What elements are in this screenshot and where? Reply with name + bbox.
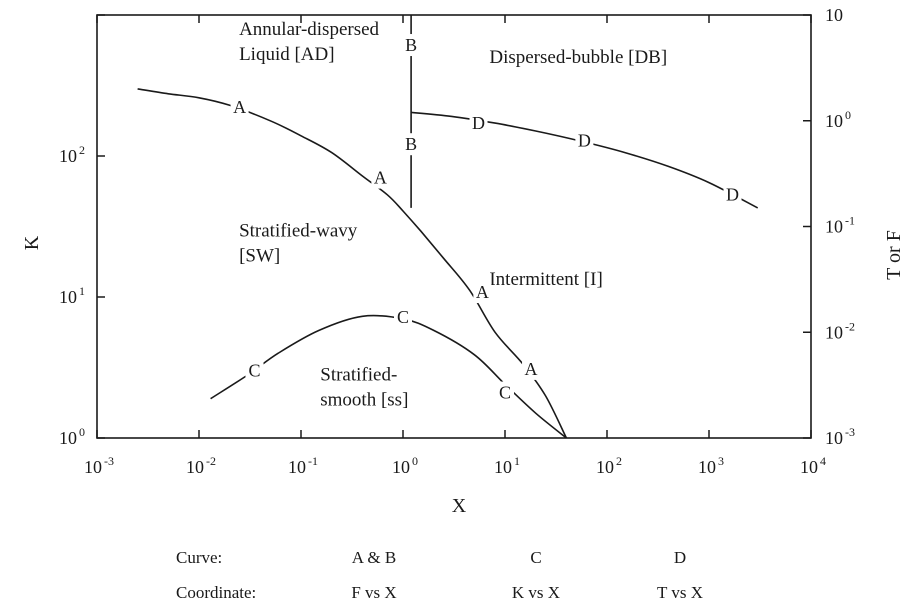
y-tick-label-right: 10 -2	[825, 319, 855, 342]
x-tick-label: 10 2	[596, 454, 622, 477]
tick-labels: 10 -3 10 -2 10 -1 10 0 10 1 10 2 10 3 10 4 10 0 10 1 10 2 10 -3…	[59, 5, 855, 477]
region-label: [SW]	[239, 246, 280, 267]
curve-label-c: C	[499, 383, 511, 403]
curve-label-c: C	[397, 307, 409, 327]
legend-row1-label: Curve:	[176, 548, 222, 567]
curve-label-b: B	[405, 35, 417, 55]
y-tick-label-left: 10 1	[59, 284, 85, 307]
curve-label-bg	[575, 129, 594, 152]
x-tick-label: 10 3	[698, 454, 724, 477]
legend-row2-label: Coordinate:	[176, 583, 256, 602]
curve-label-bg	[230, 95, 249, 118]
curve-label-bg	[469, 112, 488, 135]
curve-label-bg	[473, 281, 492, 304]
y-axis-title-right: T or F	[883, 230, 905, 280]
curve-label-bg	[522, 357, 541, 380]
y-tick-label-right: 10 -3	[825, 425, 855, 448]
curve-label-bg	[496, 381, 514, 404]
curve-label-c: C	[248, 361, 260, 381]
curve-label-a: A	[476, 282, 489, 302]
x-tick-label: 10 4	[800, 454, 826, 477]
x-axis-title: X	[452, 495, 467, 517]
curve-label-a: A	[374, 168, 387, 188]
region-labels: Annular-dispersed Liquid [AD] Dispersed-bu…	[239, 19, 667, 411]
curve-d	[411, 111, 759, 209]
curve-label-bg	[371, 166, 390, 189]
y-tick-label-right: 10 0	[825, 108, 851, 131]
legend-table: Curve: A & B C D Coordinate: F vs X K vs…	[176, 548, 703, 602]
region-label: Liquid [AD]	[239, 44, 335, 65]
curve-a	[137, 88, 568, 439]
region-label: Dispersed-bubble [DB]	[489, 47, 667, 68]
x-tick-label: 10 1	[494, 454, 520, 477]
legend-row1-col2: C	[530, 548, 541, 567]
y-tick-label-right: 10 -1	[825, 214, 855, 237]
region-label: Stratified-	[320, 364, 397, 385]
y-axis-title-left: K	[21, 235, 43, 250]
legend-row2-col1: F vs X	[351, 583, 396, 602]
curve-label-d: D	[472, 113, 485, 133]
legend-row1-col1: A & B	[352, 548, 396, 567]
region-label: Intermittent [I]	[489, 269, 602, 290]
curve-label-b: B	[405, 134, 417, 154]
x-tick-label: 10 -3	[84, 454, 114, 477]
axis-ticks	[96, 14, 812, 439]
curve-label-d: D	[726, 185, 739, 205]
legend-row1-col3: D	[674, 548, 686, 567]
legend-row2-col3: T vs X	[657, 583, 703, 602]
region-label: Stratified-wavy	[239, 221, 358, 242]
legend-row2-col2: K vs X	[512, 583, 560, 602]
region-label: smooth [ss]	[320, 389, 408, 410]
curve-label-a: A	[525, 359, 538, 379]
region-label: Annular-dispersed	[239, 19, 379, 40]
curve-label-bg	[723, 183, 742, 206]
x-tick-label: 10 0	[392, 454, 418, 477]
y-tick-label-right: 10	[825, 5, 843, 25]
x-tick-label: 10 -1	[288, 454, 318, 477]
plot-frame	[96, 14, 812, 439]
curve-label-a: A	[233, 97, 246, 117]
curve-label-bg	[394, 306, 412, 329]
y-tick-label-left: 10 0	[59, 425, 85, 448]
curve-label-bg	[245, 359, 264, 382]
x-tick-label: 10 -2	[186, 454, 216, 477]
y-tick-label-left: 10 2	[59, 143, 85, 166]
curve-label-bg	[402, 34, 421, 57]
curve-label-bg	[402, 133, 421, 156]
curve-label-d: D	[578, 131, 591, 151]
